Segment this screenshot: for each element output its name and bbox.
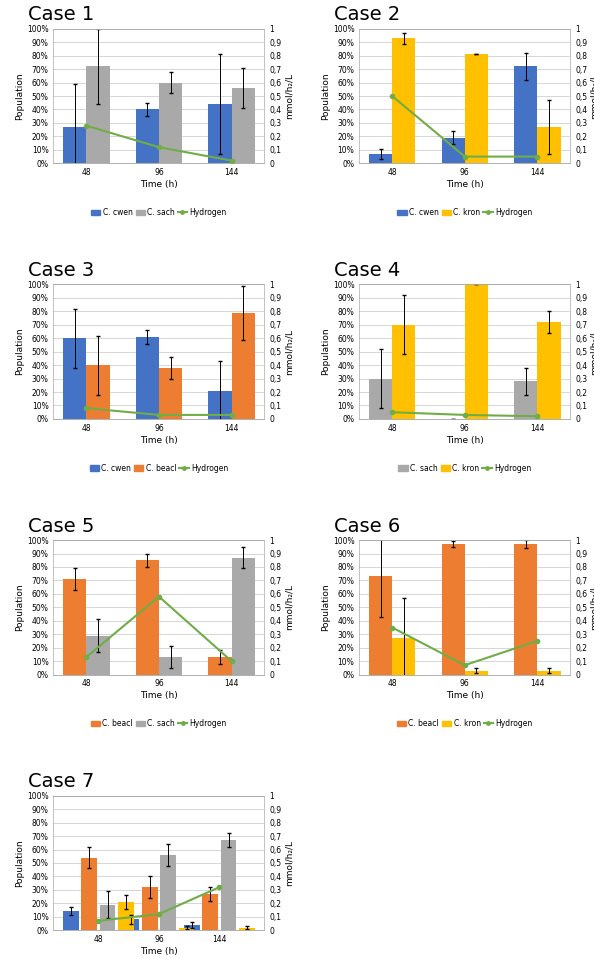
Bar [135, 560, 159, 674]
Text: Case 2: Case 2 [334, 6, 400, 24]
Bar [232, 557, 255, 674]
Bar [221, 840, 236, 930]
Bar [369, 379, 392, 419]
Bar [232, 88, 255, 163]
Text: Case 5: Case 5 [28, 517, 94, 536]
Bar [465, 285, 488, 419]
Bar [465, 55, 488, 163]
Bar [208, 657, 232, 674]
Text: Case 6: Case 6 [334, 517, 400, 536]
Legend: C. beacl, C. sach, Hydrogen: C. beacl, C. sach, Hydrogen [88, 716, 230, 731]
Bar [81, 857, 97, 930]
Bar [538, 670, 561, 674]
X-axis label: Time (h): Time (h) [446, 435, 484, 445]
Legend: C. cwen, C. sach, Hydrogen: C. cwen, C. sach, Hydrogen [88, 205, 230, 220]
Bar [203, 894, 218, 930]
X-axis label: Time (h): Time (h) [140, 435, 178, 445]
Bar [142, 887, 157, 930]
Bar [538, 322, 561, 419]
Text: Case 4: Case 4 [334, 261, 400, 280]
Bar [514, 544, 538, 674]
Y-axis label: Population: Population [321, 583, 330, 631]
Text: Case 7: Case 7 [28, 772, 94, 791]
Bar [135, 337, 159, 419]
Bar [179, 927, 194, 930]
Y-axis label: Population: Population [321, 72, 330, 120]
Y-axis label: mmol/h₂/L: mmol/h₂/L [284, 73, 293, 119]
Bar [100, 904, 115, 930]
Y-axis label: Population: Population [15, 72, 24, 120]
Y-axis label: mmol/h₂/L: mmol/h₂/L [284, 584, 293, 630]
Bar [124, 920, 139, 930]
Legend: C. beacl, C. kron, Hydrogen: C. beacl, C. kron, Hydrogen [394, 716, 536, 731]
Bar [441, 544, 465, 674]
Bar [369, 576, 392, 674]
Legend: C. cwen, C. beacl, Hydrogen: C. cwen, C. beacl, Hydrogen [87, 460, 231, 476]
Bar [63, 339, 86, 419]
Y-axis label: Population: Population [15, 839, 24, 887]
Y-axis label: mmol/h₂/L: mmol/h₂/L [284, 840, 293, 886]
Bar [392, 325, 415, 419]
Bar [86, 66, 109, 163]
Text: Case 3: Case 3 [28, 261, 94, 280]
Bar [159, 368, 182, 419]
Bar [160, 854, 176, 930]
Y-axis label: mmol/h₂/L: mmol/h₂/L [590, 329, 594, 375]
Bar [514, 382, 538, 419]
Bar [369, 153, 392, 163]
Y-axis label: mmol/h₂/L: mmol/h₂/L [590, 584, 594, 630]
Legend: C. sach, C. kron, Hydrogen: C. sach, C. kron, Hydrogen [396, 460, 534, 476]
Legend: C. cwen, C. kron, Hydrogen: C. cwen, C. kron, Hydrogen [394, 205, 535, 220]
Bar [208, 105, 232, 163]
Bar [86, 365, 109, 419]
Text: Case 1: Case 1 [28, 6, 94, 24]
Bar [514, 66, 538, 163]
Y-axis label: mmol/h₂/L: mmol/h₂/L [590, 73, 594, 119]
Bar [159, 657, 182, 674]
Bar [159, 82, 182, 163]
Bar [135, 109, 159, 163]
X-axis label: Time (h): Time (h) [446, 691, 484, 700]
Bar [441, 138, 465, 163]
X-axis label: Time (h): Time (h) [140, 691, 178, 700]
X-axis label: Time (h): Time (h) [140, 180, 178, 189]
X-axis label: Time (h): Time (h) [446, 180, 484, 189]
Bar [63, 579, 86, 674]
Y-axis label: mmol/h₂/L: mmol/h₂/L [284, 329, 293, 375]
Bar [118, 902, 134, 930]
Bar [465, 670, 488, 674]
X-axis label: Time (h): Time (h) [140, 947, 178, 956]
Y-axis label: Population: Population [15, 328, 24, 376]
Bar [239, 927, 255, 930]
Bar [392, 639, 415, 674]
Bar [63, 911, 78, 930]
Y-axis label: Population: Population [321, 328, 330, 376]
Bar [538, 127, 561, 163]
Bar [184, 924, 200, 930]
Bar [208, 390, 232, 419]
Bar [86, 636, 109, 674]
Bar [392, 38, 415, 163]
Bar [232, 313, 255, 419]
Bar [63, 127, 86, 163]
Y-axis label: Population: Population [15, 583, 24, 631]
